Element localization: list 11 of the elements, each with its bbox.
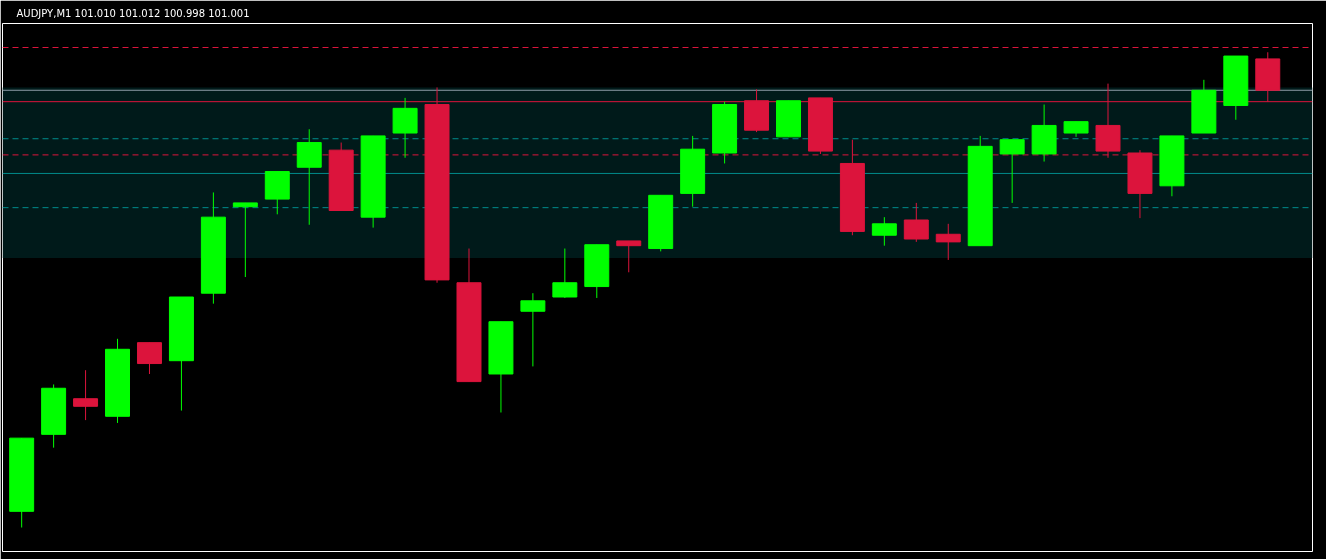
chart-title: AUDJPY,M1 101.010 101.012 100.998 101.001 [16, 7, 250, 19]
candlestick [935, 223, 961, 261]
candlestick [136, 342, 162, 375]
candlestick [616, 240, 642, 273]
candlestick [871, 216, 897, 247]
candlestick [73, 369, 99, 421]
candlestick [552, 248, 578, 299]
candlestick [232, 202, 258, 278]
candlestick [903, 202, 929, 243]
candlestick [999, 139, 1025, 204]
candlestick [520, 292, 546, 367]
